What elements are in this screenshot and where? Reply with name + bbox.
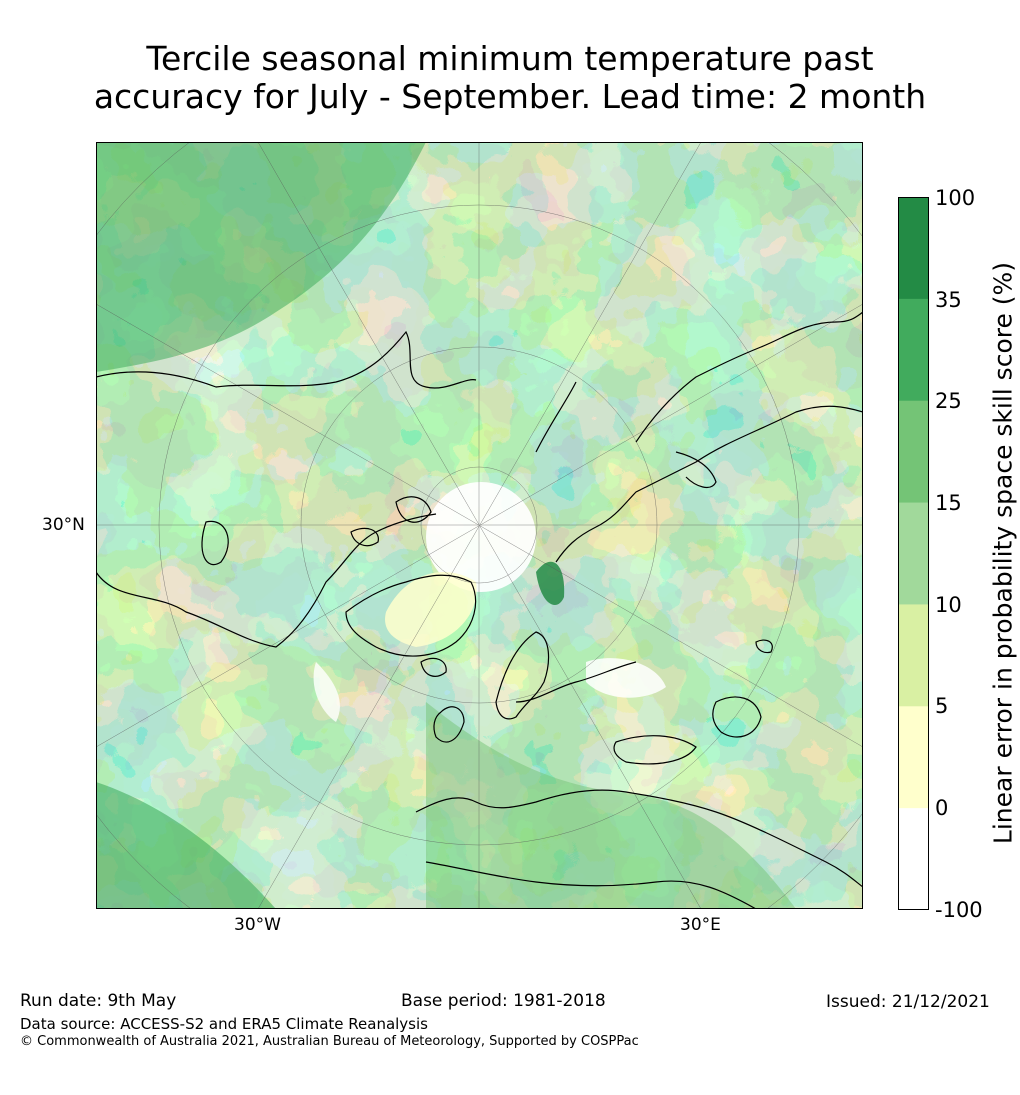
- north-america-arctic-coast: [96, 330, 477, 389]
- meridian-60e: [96, 303, 863, 748]
- colorbar-label: Linear error in probability space skill …: [988, 261, 1018, 845]
- novaya-zemlya-coast: [535, 381, 577, 453]
- colorbar-bin: [898, 400, 929, 504]
- iceland-coast: [420, 657, 447, 677]
- british-isles-coast: [433, 706, 465, 743]
- baltic-coast: [515, 661, 637, 703]
- north-atlantic-high-skill-region: [96, 142, 426, 372]
- north-africa-coast: [425, 861, 757, 909]
- sw-high-skill-region: [96, 782, 276, 909]
- siberian-coast: [635, 311, 863, 443]
- aral-sea-coast: [755, 639, 773, 654]
- lon-label-30w: 30°W: [234, 915, 281, 935]
- black-sea-coast: [613, 735, 697, 765]
- labrador-low-skill: [313, 662, 340, 722]
- hudson-bay-island: [201, 520, 229, 566]
- lat-label-30n: 30°N: [42, 515, 85, 535]
- colorbar-frame: [898, 197, 929, 910]
- mediterranean-region: [426, 702, 796, 909]
- colorbar: [898, 197, 929, 910]
- run-date: Run date: 9th May: [20, 991, 177, 1011]
- colorbar-tick: 10: [935, 593, 962, 617]
- skill-score-map: [96, 142, 863, 909]
- colorbar-bin: [898, 298, 929, 402]
- colorbar-bin: [898, 604, 929, 707]
- north-pole-low-skill-area: [426, 482, 536, 592]
- colorbar-bin: [898, 706, 929, 809]
- coastlines: [96, 311, 863, 909]
- colorbar-tick: 100: [935, 186, 976, 210]
- copyright: © Commonwealth of Australia 2021, Austra…: [20, 1034, 639, 1049]
- colorbar-bin: [898, 197, 929, 300]
- colorbar-tick: 0: [935, 796, 949, 820]
- colorbar-tick: -100: [935, 898, 983, 922]
- issued-date: Issued: 21/12/2021: [826, 992, 990, 1012]
- baffin-island-coast: [350, 527, 379, 547]
- lon-label-30e: 30°E: [680, 915, 721, 935]
- greenland-coast: [345, 574, 477, 657]
- eurasian-arctic-coast: [555, 405, 863, 563]
- caspian-sea-coast: [712, 696, 762, 738]
- graticule: [96, 142, 863, 909]
- map-title-line1: Tercile seasonal minimum temperature pas…: [146, 39, 874, 78]
- europe-low-skill: [586, 658, 666, 698]
- mediterranean-north-coast: [415, 789, 863, 888]
- base-period: Base period: 1981-2018: [401, 991, 606, 1011]
- colorbar-bin: [898, 502, 929, 605]
- colorbar-tick: 35: [935, 288, 962, 312]
- colorbar-tick: 5: [935, 694, 949, 718]
- scandinavia-coast: [495, 631, 550, 720]
- colorbar-bin: [898, 808, 929, 910]
- svalbard-high-skill: [536, 561, 565, 605]
- colorbar-tick: 25: [935, 389, 962, 413]
- map-frame: [96, 142, 863, 909]
- data-source: Data source: ACCESS-S2 and ERA5 Climate …: [20, 1015, 428, 1033]
- map-title-line2: accuracy for July - September. Lead time…: [93, 77, 927, 116]
- ellesmere-coast: [395, 496, 432, 523]
- lake-coast: [675, 451, 717, 489]
- colorbar-tick: 15: [935, 491, 962, 515]
